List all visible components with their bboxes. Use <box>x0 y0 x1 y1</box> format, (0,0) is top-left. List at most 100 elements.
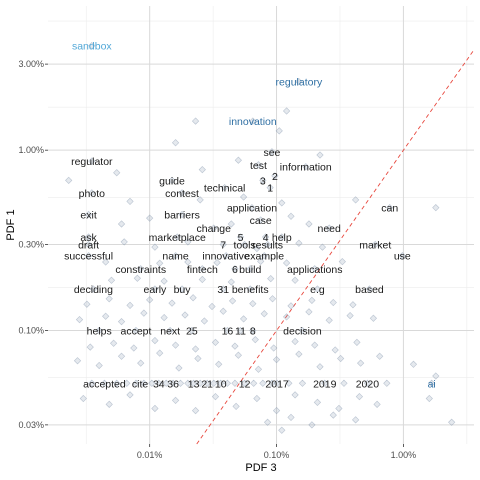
data-point <box>371 240 379 249</box>
data-point <box>227 278 235 286</box>
word-label: case <box>250 215 272 227</box>
data-point <box>236 326 245 335</box>
data-point <box>191 117 200 125</box>
data-point <box>287 212 295 220</box>
data-point <box>146 296 154 304</box>
data-point <box>151 243 159 251</box>
data-point <box>160 277 168 285</box>
data-point <box>337 354 345 363</box>
data-point <box>217 379 225 387</box>
data-point <box>346 311 354 320</box>
word-label: tools <box>234 239 256 251</box>
data-point <box>240 379 249 387</box>
reference-line-layer <box>196 49 475 445</box>
data-point <box>83 300 91 308</box>
data-point <box>376 352 384 360</box>
word-label: 25 <box>186 326 198 338</box>
data-point <box>88 157 96 165</box>
data-point <box>196 379 204 387</box>
data-point <box>146 214 154 222</box>
data-point <box>86 343 94 351</box>
word-label: 3 <box>260 175 266 187</box>
data-point <box>168 176 176 185</box>
data-point <box>267 275 275 283</box>
data-point <box>305 220 313 228</box>
data-point <box>282 107 291 115</box>
data-point <box>313 398 322 406</box>
word-label: can <box>381 203 398 215</box>
data-point <box>84 252 93 260</box>
word-label: e.g <box>310 284 325 296</box>
data-point <box>249 326 257 335</box>
data-point <box>84 210 93 219</box>
data-point <box>287 413 295 422</box>
data-point <box>117 352 126 360</box>
word-label: accept <box>121 326 152 338</box>
data-point <box>251 336 259 344</box>
data-point <box>166 326 174 335</box>
data-point <box>351 416 360 424</box>
x-tick-label: 1.00% <box>391 450 417 460</box>
data-point <box>295 239 303 247</box>
data-point <box>260 310 268 318</box>
data-point <box>102 258 110 266</box>
data-point <box>171 139 180 147</box>
word-label: based <box>355 284 384 296</box>
data-point <box>156 349 164 357</box>
y-tick-label: 0.30% <box>18 239 44 249</box>
data-point <box>425 394 433 403</box>
data-point <box>102 312 110 320</box>
data-point <box>162 379 170 387</box>
data-point <box>223 379 232 387</box>
data-point <box>178 189 186 197</box>
data-point <box>88 41 96 50</box>
data-point <box>160 313 168 322</box>
data-point <box>313 285 322 293</box>
word-label: 21 <box>201 378 213 390</box>
data-point <box>110 339 118 347</box>
data-point <box>210 224 218 232</box>
data-point <box>291 276 299 284</box>
data-point <box>266 184 274 192</box>
data-point <box>338 258 346 266</box>
data-point <box>137 359 145 367</box>
data-point <box>278 426 286 434</box>
data-point <box>316 363 324 371</box>
word-label: 1 <box>267 183 273 195</box>
word-label: marketplace <box>149 232 206 244</box>
data-point <box>325 316 333 324</box>
x-axis-title: PDF 3 <box>245 462 276 474</box>
word-label: need <box>318 223 342 235</box>
data-point <box>248 204 256 212</box>
data-point <box>272 406 281 415</box>
data-point <box>246 285 254 293</box>
data-point <box>171 252 180 260</box>
data-point <box>432 372 440 380</box>
data-point <box>88 189 96 197</box>
data-point <box>222 252 230 260</box>
data-point <box>373 400 381 408</box>
data-point <box>298 326 307 335</box>
data-point <box>398 252 406 260</box>
word-label: help <box>272 232 292 244</box>
identity-reference-line <box>196 49 475 445</box>
data-point <box>295 77 303 86</box>
data-point <box>349 301 357 309</box>
points-layer <box>65 41 456 434</box>
data-point <box>278 233 286 241</box>
data-point <box>272 355 281 364</box>
data-point <box>156 259 164 267</box>
data-point <box>95 326 103 335</box>
data-point <box>263 418 272 426</box>
data-point <box>448 418 456 426</box>
word-label: deciding <box>74 284 113 296</box>
data-point <box>178 285 186 293</box>
data-point <box>351 196 360 204</box>
word-label: exit <box>80 209 96 221</box>
word-label: 2 <box>272 171 278 183</box>
data-point <box>223 326 232 335</box>
word-label: change <box>197 223 232 235</box>
data-point <box>254 365 263 373</box>
data-point <box>311 265 319 273</box>
